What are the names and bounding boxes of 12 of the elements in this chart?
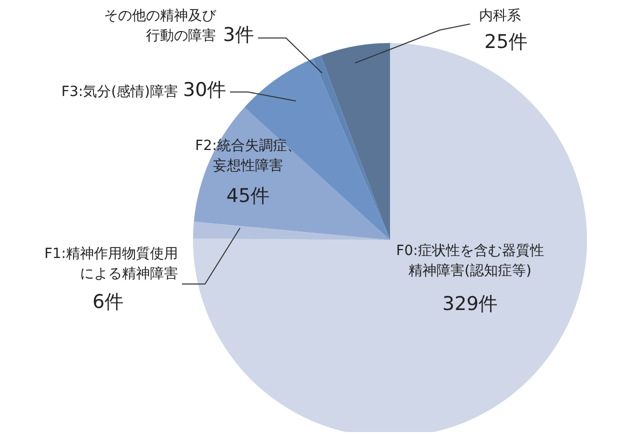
slice-label: F0:症状性を含む器質性精神障害(認知症等)	[396, 243, 544, 279]
data-label: 30件	[183, 79, 226, 101]
data-label: 3件	[223, 24, 254, 46]
data-label: 45件	[226, 185, 270, 207]
slice-label: F2:統合失調症、妄想性障害	[195, 138, 301, 174]
slice-label: その他の精神及び行動の障害	[104, 8, 217, 44]
data-label: 6件	[92, 291, 124, 313]
slice-label: 内科系	[479, 8, 521, 24]
slice-label: F1:精神作用物質使用による精神障害	[44, 246, 178, 282]
data-label: 25件	[484, 31, 528, 53]
slice-label: F3:気分(感情)障害	[61, 84, 178, 100]
data-label: 329件	[442, 293, 498, 315]
